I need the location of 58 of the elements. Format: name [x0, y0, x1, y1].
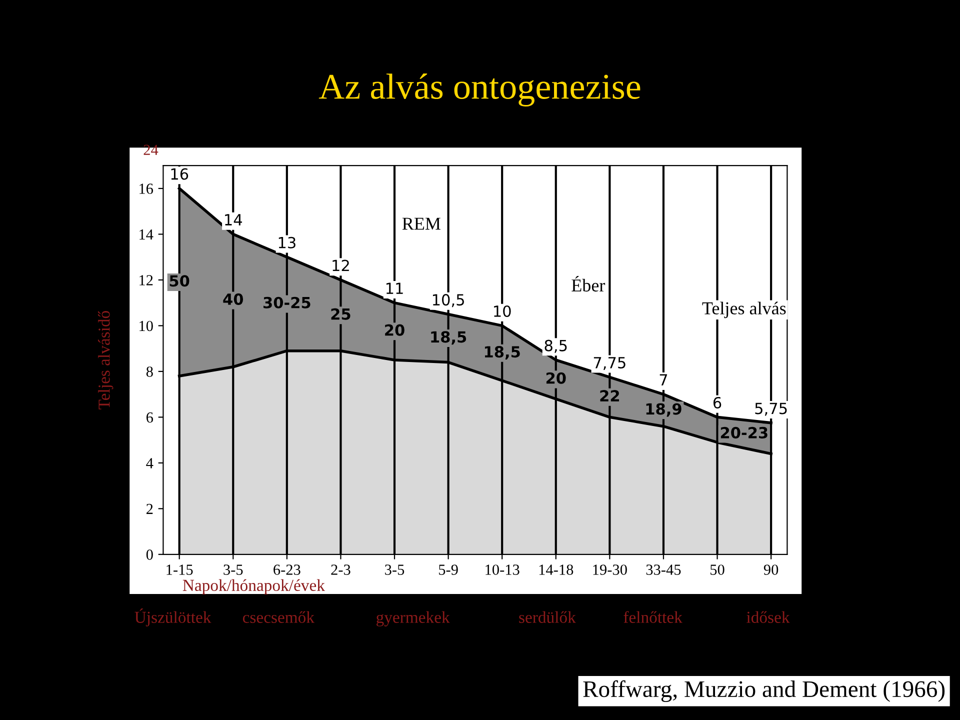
annotation: 30-25 — [264, 296, 310, 308]
total-label: 10,5 — [432, 294, 464, 308]
annotation: 20-23 — [720, 426, 768, 438]
total-label: 14 — [225, 214, 242, 226]
annotation: 40 — [223, 293, 244, 305]
y-tick-label: 16 — [140, 184, 154, 194]
annotation: 50 — [170, 275, 190, 287]
x-tick-label: 10-13 — [486, 564, 520, 575]
y-tick-label: 12 — [140, 275, 153, 286]
text: serdülők — [519, 611, 576, 623]
y-tick-label: 6 — [146, 412, 154, 423]
annotation: 20 — [385, 324, 404, 336]
x-tick-label: 90 — [764, 564, 778, 575]
text: 24 — [144, 144, 158, 155]
annotation: REM — [402, 218, 440, 230]
total-label: 11 — [386, 282, 403, 294]
x-tick-label: 33-45 — [646, 564, 681, 575]
text: felnőttek — [624, 611, 682, 623]
text: Újszülöttek — [134, 608, 212, 626]
total-label: 10 — [494, 305, 511, 318]
total-label: 6 — [713, 396, 722, 408]
x-tick-label: 1-15 — [166, 564, 193, 575]
x-tick-label: 5-9 — [439, 564, 458, 575]
total-label: 7,75 — [594, 357, 626, 370]
y-tick-label: 14 — [140, 229, 154, 240]
text: gyermekek — [376, 611, 450, 626]
annotation: 18,5 — [484, 346, 520, 360]
y-tick-label: 10 — [140, 320, 153, 332]
x-tick-label: 3-5 — [385, 564, 404, 575]
annotation: 20 — [546, 372, 566, 384]
annotation: 22 — [600, 390, 619, 402]
text: csecsemők — [242, 611, 314, 623]
x-axis-title: Napok/hónapok/évek — [182, 579, 325, 594]
total-label: 7 — [660, 374, 668, 386]
x-tick-label: 14-18 — [539, 564, 574, 575]
annotation: Éber — [572, 276, 606, 292]
annotation: 18,5 — [431, 331, 466, 345]
total-label: 16 — [171, 168, 188, 180]
y-axis-title: Teljes alvásidő — [98, 311, 114, 410]
x-tick-label: 3-5 — [224, 564, 243, 575]
total-label: 5,75 — [755, 402, 787, 416]
total-label: 12 — [332, 260, 349, 272]
x-tick-label: 19-30 — [593, 564, 627, 575]
total-label: 8,5 — [544, 340, 567, 353]
text: idősek — [746, 611, 790, 623]
annotation: 25 — [331, 308, 350, 320]
y-tick-label: 2 — [146, 504, 153, 514]
annotation: Teljes alvás — [702, 302, 786, 318]
total-label: 13 — [278, 236, 296, 248]
y-tick-label: 8 — [146, 366, 153, 377]
y-tick-label: 4 — [146, 458, 154, 468]
x-tick-label: 2-3 — [331, 564, 350, 575]
chart-title: Az alvás ontogenezise — [318, 74, 640, 106]
text: Roffwarg, Muzzio and Dement (1966) — [583, 680, 945, 702]
annotation: 18,9 — [646, 403, 682, 417]
y-tick-label: 0 — [146, 550, 153, 560]
x-tick-label: 6-23 — [274, 564, 300, 575]
x-tick-label: 50 — [710, 564, 724, 575]
